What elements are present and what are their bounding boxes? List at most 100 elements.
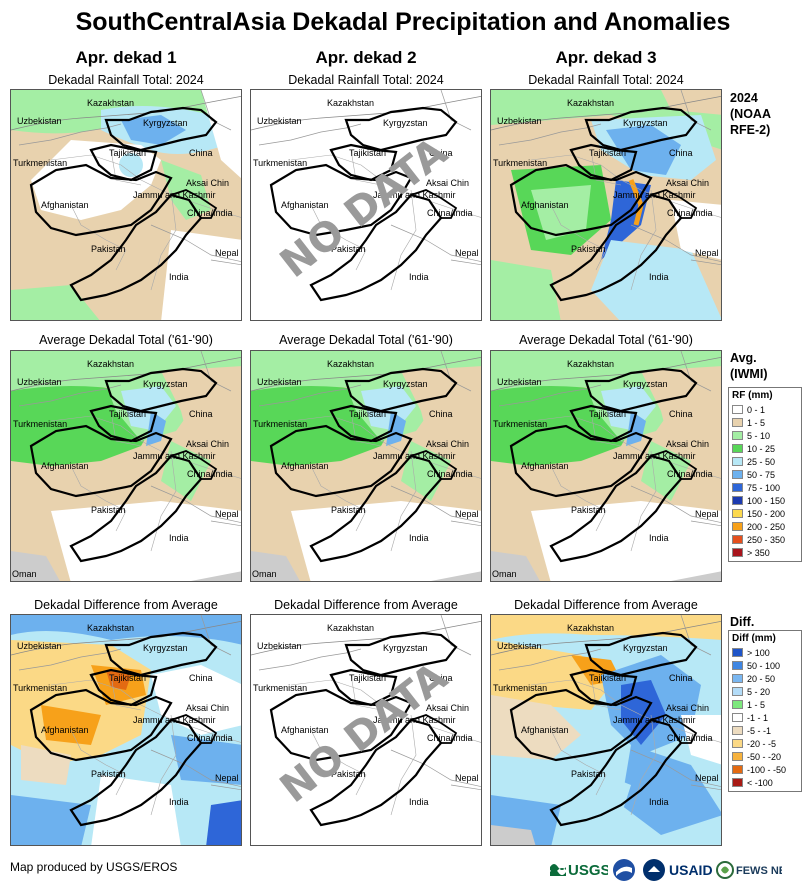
map-difference-dekad-2: Kazakhstan Uzbekistan Kyrgyzstan Tajikistan… bbox=[250, 614, 482, 846]
difference-legend-label: -100 - -50 bbox=[747, 764, 787, 775]
usgs-logo-icon: USGS bbox=[550, 862, 608, 879]
map-label-aksai-chin: Aksai Chin bbox=[186, 439, 229, 449]
map-rainfall-dekad-3: Kazakhstan Uzbekistan Kyrgyzstan Tajikistan… bbox=[490, 89, 722, 321]
map-label-jammu-kashmir: Jammu and Kashmir bbox=[613, 451, 696, 461]
column-header-dekad-1: Apr. dekad 1 bbox=[75, 48, 177, 67]
difference-legend-item: -100 - -50 bbox=[732, 763, 798, 776]
map-difference-dekad-3: Kazakhstan Uzbekistan Kyrgyzstan Tajikistan… bbox=[490, 614, 722, 846]
map-label-afghanistan: Afghanistan bbox=[521, 200, 569, 210]
map-canvas: Kazakhstan Uzbekistan Kyrgyzstan Tajikistan… bbox=[11, 351, 241, 581]
map-label-tajikistan: Tajikistan bbox=[349, 673, 386, 683]
panel-title-average-1: Average Dekadal Total ('61-'90) bbox=[39, 333, 213, 347]
map-label-india: India bbox=[649, 797, 669, 807]
map-label-kyrgyzstan: Kyrgyzstan bbox=[143, 379, 188, 389]
difference-legend-swatch bbox=[732, 687, 743, 696]
difference-legend-swatch bbox=[732, 726, 743, 735]
map-canvas: Kazakhstan Uzbekistan Kyrgyzstan Tajikistan… bbox=[251, 351, 481, 581]
map-label-china: China bbox=[429, 409, 453, 419]
map-label-kazakhstan: Kazakhstan bbox=[327, 359, 374, 369]
rainfall-legend-label: 10 - 25 bbox=[747, 443, 776, 454]
difference-legend-label: 5 - 20 bbox=[747, 686, 771, 697]
rainfall-legend-item: 25 - 50 bbox=[732, 455, 798, 468]
map-label-uzbekistan: Uzbekistan bbox=[257, 641, 302, 651]
map-label-kazakhstan: Kazakhstan bbox=[567, 359, 614, 369]
panel-title-average-2: Average Dekadal Total ('61-'90) bbox=[279, 333, 453, 347]
map-label-uzbekistan: Uzbekistan bbox=[17, 116, 62, 126]
map-label-aksai-chin: Aksai Chin bbox=[666, 703, 709, 713]
difference-legend-item: -1 - 1 bbox=[732, 711, 798, 724]
map-label-china-india: China/India bbox=[427, 733, 473, 743]
map-label-afghanistan: Afghanistan bbox=[281, 200, 329, 210]
map-label-oman: Oman bbox=[12, 569, 37, 579]
column-header-dekad-2: Apr. dekad 2 bbox=[315, 48, 417, 67]
map-label-kyrgyzstan: Kyrgyzstan bbox=[623, 643, 668, 653]
noaa-logo-icon bbox=[613, 859, 635, 881]
map-average-dekad-3: Kazakhstan Uzbekistan Kyrgyzstan Tajikistan… bbox=[490, 350, 722, 582]
map-label-kazakhstan: Kazakhstan bbox=[87, 359, 134, 369]
fewsnet-logo-text: FEWS NET bbox=[736, 865, 782, 877]
map-label-uzbekistan: Uzbekistan bbox=[497, 377, 542, 387]
map-label-turkmenistan: Turkmenistan bbox=[253, 683, 307, 693]
difference-legend-item: 20 - 50 bbox=[732, 672, 798, 685]
map-label-kazakhstan: Kazakhstan bbox=[327, 98, 374, 108]
map-label-china-india: China/India bbox=[427, 208, 473, 218]
map-label-pakistan: Pakistan bbox=[91, 505, 126, 515]
map-label-nepal: Nepal bbox=[215, 773, 239, 783]
map-canvas: Kazakhstan Uzbekistan Kyrgyzstan Tajikistan… bbox=[251, 615, 481, 845]
map-average-dekad-2: Kazakhstan Uzbekistan Kyrgyzstan Tajikistan… bbox=[250, 350, 482, 582]
difference-legend-item: < -100 bbox=[732, 776, 798, 789]
map-label-china-india: China/India bbox=[667, 733, 713, 743]
map-label-oman: Oman bbox=[492, 569, 517, 579]
page-title: SouthCentralAsia Dekadal Precipitation a… bbox=[75, 8, 731, 36]
difference-legend-swatch bbox=[732, 674, 743, 683]
rainfall-legend-swatch bbox=[732, 509, 743, 518]
map-label-tajikistan: Tajikistan bbox=[349, 148, 386, 158]
map-difference-dekad-1: Kazakhstan Uzbekistan Kyrgyzstan Tajikistan… bbox=[10, 614, 242, 846]
map-label-india: India bbox=[409, 272, 429, 282]
map-label-tajikistan: Tajikistan bbox=[589, 148, 626, 158]
map-rainfall-dekad-2: Kazakhstan Uzbekistan Kyrgyzstan Tajikistan… bbox=[250, 89, 482, 321]
map-label-uzbekistan: Uzbekistan bbox=[257, 377, 302, 387]
difference-legend-item: -20 - -5 bbox=[732, 737, 798, 750]
side-label-difference-line-1: Diff. bbox=[730, 615, 755, 629]
difference-legend-swatch bbox=[732, 661, 743, 670]
rainfall-legend-swatch bbox=[732, 470, 743, 479]
map-label-pakistan: Pakistan bbox=[91, 244, 126, 254]
map-label-uzbekistan: Uzbekistan bbox=[17, 641, 62, 651]
side-label-rainfall-line-1: 2024 bbox=[730, 91, 758, 105]
map-label-jammu-kashmir: Jammu and Kashmir bbox=[133, 190, 216, 200]
map-label-aksai-chin: Aksai Chin bbox=[666, 439, 709, 449]
map-label-india: India bbox=[409, 797, 429, 807]
map-label-nepal: Nepal bbox=[455, 509, 479, 519]
rainfall-legend-label: 1 - 5 bbox=[747, 417, 766, 428]
map-label-uzbekistan: Uzbekistan bbox=[497, 116, 542, 126]
difference-legend-label: -5 - -1 bbox=[747, 725, 772, 736]
map-label-pakistan: Pakistan bbox=[571, 244, 606, 254]
rainfall-legend-item: 5 - 10 bbox=[732, 429, 798, 442]
map-label-afghanistan: Afghanistan bbox=[521, 725, 569, 735]
map-label-afghanistan: Afghanistan bbox=[41, 461, 89, 471]
map-label-kyrgyzstan: Kyrgyzstan bbox=[383, 118, 428, 128]
map-label-pakistan: Pakistan bbox=[571, 769, 606, 779]
map-label-afghanistan: Afghanistan bbox=[41, 725, 89, 735]
difference-legend-swatch bbox=[732, 752, 743, 761]
difference-legend-label: -20 - -5 bbox=[747, 738, 777, 749]
map-label-turkmenistan: Turkmenistan bbox=[253, 158, 307, 168]
difference-legend-label: < -100 bbox=[747, 777, 773, 788]
map-label-jammu-kashmir: Jammu and Kashmir bbox=[613, 190, 696, 200]
map-label-pakistan: Pakistan bbox=[91, 769, 126, 779]
map-label-turkmenistan: Turkmenistan bbox=[13, 158, 67, 168]
legend-difference-title: Diff (mm) bbox=[732, 633, 776, 644]
usaid-logo-text: USAID bbox=[669, 862, 713, 878]
usgs-logo-text: USGS bbox=[568, 862, 608, 879]
rainfall-legend-swatch bbox=[732, 535, 743, 544]
side-label-difference: Diff. bbox=[730, 614, 754, 630]
rainfall-legend-item: 50 - 75 bbox=[732, 468, 798, 481]
difference-legend-label: 20 - 50 bbox=[747, 673, 776, 684]
map-canvas: Kazakhstan Uzbekistan Kyrgyzstan Tajikistan… bbox=[491, 351, 721, 581]
rainfall-legend-swatch bbox=[732, 405, 743, 414]
panel-title-difference-2: Dekadal Difference from Average bbox=[274, 598, 458, 612]
difference-legend-swatch bbox=[732, 713, 743, 722]
map-label-tajikistan: Tajikistan bbox=[349, 409, 386, 419]
rainfall-legend-label: 200 - 250 bbox=[747, 521, 786, 532]
